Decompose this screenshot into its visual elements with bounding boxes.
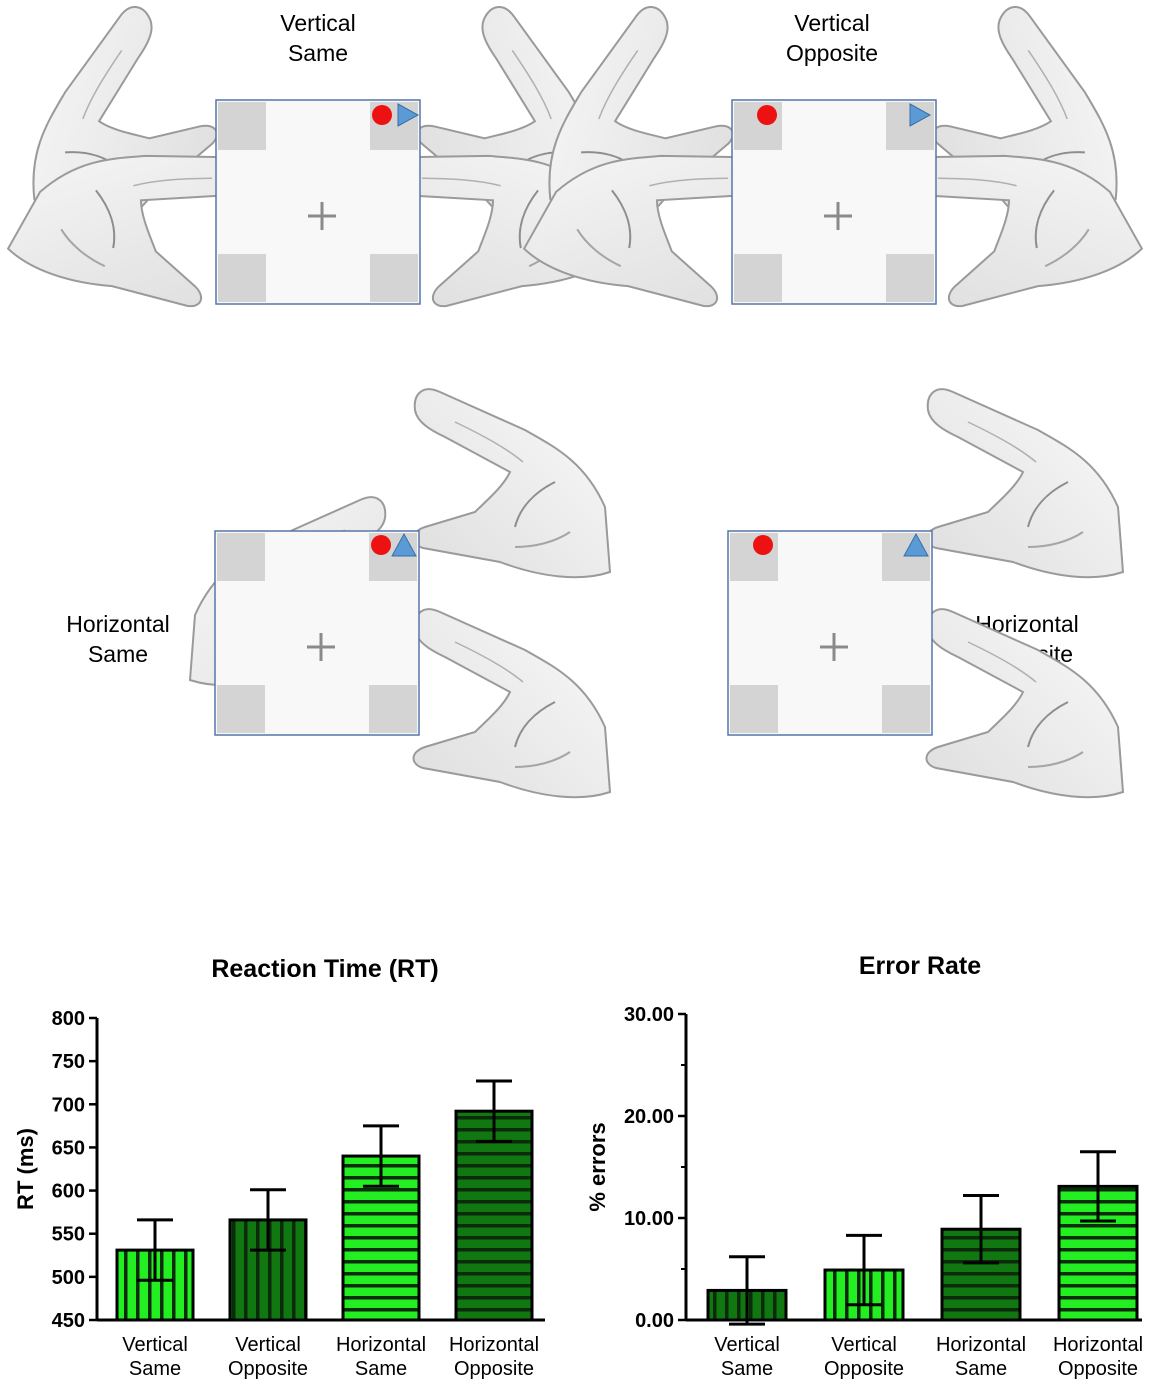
- panel-label-line2: Same: [287, 40, 349, 66]
- x-tick-label: Opposite: [454, 1358, 534, 1380]
- x-tick-label: Same: [129, 1358, 181, 1380]
- blue-triangle-icon: [909, 103, 932, 127]
- x-tick-label: Opposite: [228, 1358, 308, 1380]
- panel-label-line2: Same: [87, 641, 149, 667]
- y-tick-label: 750: [52, 1051, 85, 1073]
- y-tick-label: 10.00: [624, 1208, 674, 1230]
- stimulus-illustrations: [0, 0, 1152, 799]
- x-tick-label: Vertical: [235, 1334, 301, 1356]
- y-axis-label: RT (ms): [13, 1128, 38, 1210]
- top-finger-icon: [412, 388, 611, 579]
- red-circle-icon: [757, 105, 777, 125]
- panel-label-vertical-opposite: Vertical Opposite: [732, 8, 932, 68]
- x-tick-label: Opposite: [1058, 1358, 1138, 1380]
- y-tick-label: 550: [52, 1224, 85, 1246]
- panel-label-vertical-same: Vertical Same: [218, 8, 418, 68]
- panel-label-line1: Vertical: [280, 10, 356, 36]
- x-tick-label: Same: [721, 1358, 773, 1380]
- x-tick-label: Vertical: [122, 1334, 188, 1356]
- vertical-opposite-panel: [486, 0, 1152, 338]
- panel-label-horizontal-same: Horizontal Same: [18, 609, 218, 669]
- red-circle-icon: [753, 535, 773, 555]
- vertical-same-panel: [0, 0, 664, 338]
- blue-triangle-icon: [397, 103, 420, 127]
- x-tick-label: Horizontal: [936, 1334, 1026, 1356]
- x-tick-label: Opposite: [824, 1358, 904, 1380]
- x-tick-label: Horizontal: [336, 1334, 426, 1356]
- stimulus-box: [726, 529, 934, 737]
- top-finger-icon: [925, 388, 1124, 579]
- y-tick-label: 30.00: [624, 1004, 674, 1026]
- y-axis-label: % errors: [585, 1122, 610, 1211]
- y-tick-label: 600: [52, 1181, 85, 1203]
- horizontal-same-panel: [189, 388, 611, 799]
- horizontal-opposite-panel: [726, 388, 1124, 799]
- panel-label-line1: Horizontal: [66, 611, 170, 637]
- error-chart-title: Error Rate: [858, 952, 982, 980]
- x-tick-label: Vertical: [714, 1334, 780, 1356]
- y-tick-label: 800: [52, 1008, 85, 1030]
- y-tick-label: 650: [52, 1137, 85, 1159]
- bottom-finger-icon: [925, 608, 1124, 799]
- bottom-finger-icon: [412, 608, 611, 799]
- stimulus-box: [730, 98, 938, 306]
- blue-triangle-icon: [391, 532, 417, 557]
- y-tick-label: 20.00: [624, 1106, 674, 1128]
- rt-chart-title: Reaction Time (RT): [211, 955, 439, 983]
- y-tick-label: 700: [52, 1094, 85, 1116]
- blue-triangle-icon: [903, 532, 929, 557]
- x-tick-label: Same: [955, 1358, 1007, 1380]
- bar: [228, 1218, 308, 1322]
- red-circle-icon: [372, 105, 392, 125]
- y-tick-label: 450: [52, 1310, 85, 1332]
- x-tick-label: Horizontal: [1053, 1334, 1143, 1356]
- panel-label-line2: Opposite: [785, 40, 879, 66]
- panel-label-line1: Vertical: [794, 10, 870, 36]
- stimulus-box: [213, 529, 421, 737]
- x-tick-label: Same: [355, 1358, 407, 1380]
- red-circle-icon: [371, 535, 391, 555]
- x-tick-label: Horizontal: [449, 1334, 539, 1356]
- x-tick-label: Vertical: [831, 1334, 897, 1356]
- stimulus-box: [214, 98, 422, 306]
- y-tick-label: 0.00: [635, 1310, 674, 1332]
- y-tick-label: 500: [52, 1267, 85, 1289]
